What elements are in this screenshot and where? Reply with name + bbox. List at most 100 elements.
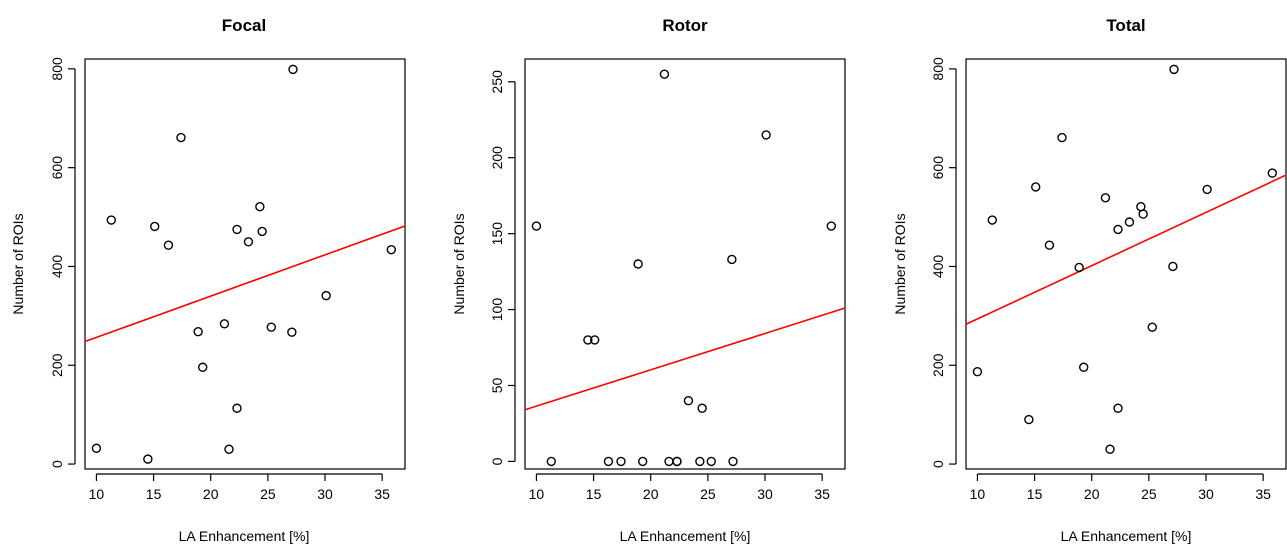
- y-tick-label: 0: [489, 457, 505, 465]
- chart-title: Rotor: [662, 16, 708, 35]
- data-point: [1113, 224, 1123, 235]
- data-point: [219, 319, 230, 329]
- data-point: [386, 244, 396, 255]
- data-point: [972, 366, 983, 377]
- data-point: [255, 201, 265, 212]
- data-point: [1113, 403, 1123, 413]
- x-tick-label: 20: [1084, 486, 1100, 502]
- chart-title: Total: [1106, 16, 1145, 35]
- y-tick-label: 200: [489, 146, 505, 170]
- data-point: [590, 335, 600, 345]
- regression-line: [84, 225, 406, 343]
- data-point: [266, 322, 276, 332]
- data-point: [1202, 184, 1212, 195]
- data-point: [1267, 168, 1277, 178]
- data-point: [150, 221, 160, 232]
- x-tick-label: 20: [643, 486, 659, 502]
- data-point: [321, 290, 331, 301]
- data-point: [224, 444, 234, 454]
- data-point: [706, 456, 716, 467]
- data-point: [1169, 64, 1179, 75]
- data-point: [672, 456, 682, 467]
- y-tick-label: 100: [489, 298, 505, 322]
- y-tick-label: 600: [930, 156, 946, 180]
- data-point: [1138, 209, 1148, 219]
- x-tick-label: 25: [260, 486, 276, 502]
- x-tick-label: 20: [203, 486, 219, 502]
- y-tick-label: 250: [489, 70, 505, 94]
- data-point: [633, 259, 643, 269]
- x-axis-label: LA Enhancement [%]: [1061, 528, 1192, 544]
- y-tick-label: 200: [930, 353, 946, 377]
- data-point: [143, 454, 153, 464]
- y-axis-label: Number of ROIs: [10, 213, 26, 314]
- data-point: [761, 130, 771, 140]
- y-tick-label: 800: [49, 57, 65, 81]
- x-tick-label: 35: [1255, 486, 1271, 502]
- data-point: [193, 326, 203, 337]
- x-axis: 10 15 20 25 30 35: [970, 473, 1271, 502]
- data-point: [659, 69, 670, 79]
- data-point: [727, 254, 737, 265]
- data-point: [198, 362, 208, 372]
- data-point: [1044, 240, 1055, 250]
- data-points: [524, 69, 846, 467]
- y-tick-label: 0: [49, 460, 65, 468]
- data-point: [176, 132, 186, 143]
- x-tick-label: 15: [586, 486, 602, 502]
- x-tick-label: 10: [529, 486, 545, 502]
- x-axis-label: LA Enhancement [%]: [179, 528, 310, 544]
- data-point: [1057, 132, 1067, 143]
- chart-title: Focal: [222, 16, 266, 35]
- y-tick-label: 200: [49, 353, 65, 377]
- x-tick-label: 15: [1027, 486, 1043, 502]
- data-point: [664, 456, 674, 467]
- data-point: [531, 221, 542, 231]
- data-point: [1031, 182, 1041, 192]
- x-tick-label: 15: [146, 486, 162, 502]
- data-point: [1079, 362, 1089, 372]
- data-point: [243, 237, 254, 247]
- data-point: [638, 456, 648, 467]
- x-tick-label: 30: [757, 486, 773, 502]
- x-tick-label: 10: [89, 486, 105, 502]
- y-tick-label: 150: [489, 222, 505, 246]
- plot-frame: [84, 58, 406, 470]
- regression-line: [524, 307, 846, 411]
- data-point: [987, 215, 997, 225]
- x-tick-label: 30: [317, 486, 333, 502]
- y-axis: 0 200 400 600 800: [49, 57, 76, 468]
- chart-panel-total: Total 10 15 20 25 30 35 0 200 400 600 800 LA Enha…: [892, 16, 1287, 544]
- data-point: [232, 224, 242, 235]
- x-tick-label: 25: [700, 486, 716, 502]
- y-tick-label: 400: [930, 255, 946, 279]
- data-point: [695, 456, 705, 467]
- data-point: [546, 456, 556, 467]
- y-tick-label: 0: [930, 460, 946, 468]
- data-point: [91, 443, 102, 453]
- data-point: [163, 240, 174, 250]
- data-point: [583, 335, 593, 345]
- y-axis-label: Number of ROIs: [892, 213, 908, 314]
- chart-panel-rotor: Rotor 10 15 20 25 30 35 0 50 100 150 200 250 LA En…: [451, 16, 846, 544]
- data-point: [603, 456, 614, 467]
- data-point: [683, 395, 694, 406]
- y-axis: 0 200 400 600 800: [930, 57, 957, 468]
- y-tick-label: 400: [49, 255, 65, 279]
- data-point: [232, 403, 242, 413]
- x-tick-label: 35: [814, 486, 830, 502]
- x-tick-label: 10: [970, 486, 986, 502]
- plot-frame: [965, 58, 1287, 470]
- data-point: [1168, 261, 1178, 272]
- data-point: [1105, 444, 1115, 454]
- data-point: [697, 403, 707, 413]
- chart-panel-focal: Focal 10 15 20 25 30 35 0 200 400 600 800 LA Enha…: [10, 16, 406, 544]
- y-axis-label: Number of ROIs: [451, 213, 467, 314]
- x-axis-label: LA Enhancement [%]: [620, 528, 751, 544]
- data-point: [1024, 414, 1034, 425]
- regression-line: [965, 174, 1287, 325]
- data-point: [1100, 193, 1111, 203]
- data-point: [106, 215, 116, 225]
- y-tick-label: 50: [489, 377, 505, 393]
